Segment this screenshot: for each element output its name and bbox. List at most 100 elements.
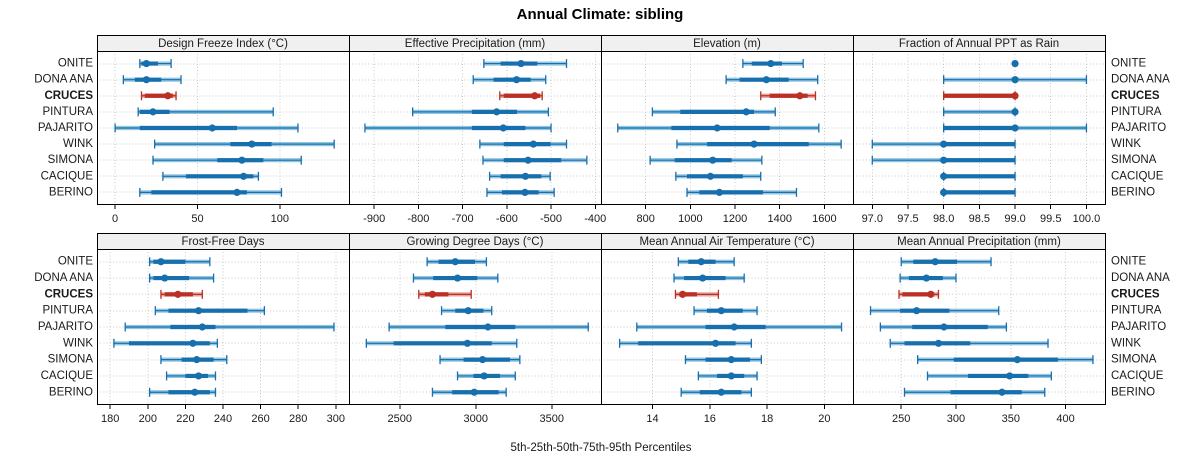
station-label-simona: SIMONA bbox=[1111, 354, 1157, 366]
panel-title: Frost-Free Days bbox=[181, 236, 264, 248]
panel-title: Growing Degree Days (°C) bbox=[407, 236, 544, 248]
station-label-dona-ana: DONA ANA bbox=[34, 74, 93, 86]
interval-simona bbox=[871, 155, 1016, 165]
interval-dona-ana bbox=[899, 273, 957, 283]
median-dot bbox=[730, 323, 738, 331]
median-dot bbox=[713, 124, 721, 132]
interval-cacique bbox=[940, 171, 1016, 181]
interval-cacique bbox=[165, 371, 217, 381]
interval-onite bbox=[483, 59, 568, 69]
median-dot bbox=[529, 140, 537, 148]
tick-label: 180 bbox=[101, 413, 119, 425]
median-dot bbox=[493, 108, 501, 116]
median-dot bbox=[1011, 124, 1019, 132]
panel-title: Mean Annual Air Temperature (°C) bbox=[639, 236, 814, 248]
interval-wink bbox=[153, 139, 335, 149]
station-label-berino: BERINO bbox=[49, 186, 93, 198]
interval-simona bbox=[649, 155, 763, 165]
interval-pajarito bbox=[364, 123, 552, 133]
median-dot bbox=[922, 274, 931, 282]
interval-pintura bbox=[412, 107, 550, 117]
median-dot bbox=[709, 156, 717, 164]
panel-fraction-of-annual-ppt-as-rain: Fraction of Annual PPT as Rain 97.0 97.5 98… bbox=[853, 35, 1170, 225]
station-label-cruces: CRUCES bbox=[1111, 288, 1160, 300]
interval-pintura bbox=[869, 306, 1000, 316]
median-dot bbox=[727, 372, 735, 380]
tick-label: 1400 bbox=[767, 213, 791, 225]
interval-cruces bbox=[674, 289, 720, 299]
station-label-pajarito: PAJARITO bbox=[38, 321, 93, 333]
interval-berino bbox=[431, 387, 507, 397]
station-label-simona: SIMONA bbox=[48, 154, 94, 166]
median-dot bbox=[478, 356, 487, 364]
interval-wink bbox=[365, 338, 518, 348]
interval-berino bbox=[149, 387, 217, 397]
interval-pajarito bbox=[388, 322, 589, 332]
station-label-pajarito: PAJARITO bbox=[1111, 321, 1166, 333]
interval-pintura bbox=[693, 306, 758, 316]
median-dot bbox=[198, 323, 206, 331]
tick-label: 300 bbox=[947, 413, 965, 425]
median-dot bbox=[194, 307, 203, 315]
median-dot bbox=[464, 307, 472, 315]
interval-cacique bbox=[456, 371, 516, 381]
station-label-pintura: PINTURA bbox=[1111, 305, 1162, 317]
tick-label: 280 bbox=[289, 413, 307, 425]
median-dot bbox=[142, 76, 151, 84]
interval-wink bbox=[479, 139, 568, 149]
interval-onite bbox=[426, 257, 488, 267]
tick-label: -900 bbox=[363, 213, 385, 225]
interval-berino bbox=[486, 187, 555, 197]
interval-cacique bbox=[162, 171, 260, 181]
interval-pajarito bbox=[943, 123, 1088, 133]
median-dot bbox=[1011, 59, 1019, 68]
interval-onite bbox=[139, 59, 172, 69]
interval-dona-ana bbox=[412, 273, 499, 283]
panel-elevation-m: Elevation (m) 800 1000 1200 1400 1600 bbox=[601, 35, 854, 225]
median-dot bbox=[699, 274, 707, 282]
interval-simona bbox=[439, 355, 521, 365]
interval-cacique bbox=[488, 171, 551, 181]
station-label-pintura: PINTURA bbox=[43, 305, 94, 317]
median-dot bbox=[1011, 92, 1019, 100]
interval-cacique bbox=[675, 171, 762, 181]
tick-label: 18 bbox=[761, 413, 773, 425]
interval-pajarito bbox=[879, 322, 1008, 332]
station-label-dona-ana: DONA ANA bbox=[1111, 272, 1170, 284]
median-dot bbox=[164, 92, 172, 100]
panel-border bbox=[853, 51, 1106, 205]
tick-label: 3000 bbox=[464, 413, 488, 425]
station-label-pintura: PINTURA bbox=[1111, 106, 1162, 118]
interval-simona bbox=[152, 155, 302, 165]
median-dot bbox=[742, 108, 750, 116]
median-dot bbox=[912, 307, 921, 315]
station-label-simona: SIMONA bbox=[48, 354, 94, 366]
interval-berino bbox=[139, 187, 283, 197]
interval-simona bbox=[160, 355, 228, 365]
median-dot bbox=[191, 388, 199, 396]
median-dot bbox=[940, 172, 948, 180]
tick-label: 250 bbox=[892, 413, 910, 425]
median-dot bbox=[706, 172, 715, 180]
tick-label: 50 bbox=[191, 213, 203, 225]
station-label-wink: WINK bbox=[63, 337, 93, 349]
panel-border bbox=[853, 249, 1106, 405]
interval-cruces bbox=[898, 289, 940, 299]
median-dot bbox=[193, 356, 201, 364]
tick-label: -500 bbox=[540, 213, 562, 225]
median-dot bbox=[796, 92, 804, 100]
median-dot bbox=[931, 258, 939, 266]
interval-cruces bbox=[499, 91, 543, 101]
tick-label: 100.0 bbox=[1073, 213, 1101, 225]
interval-pintura bbox=[137, 107, 274, 117]
median-dot bbox=[940, 140, 948, 148]
median-dot bbox=[521, 172, 530, 180]
tick-label: 98.0 bbox=[933, 213, 954, 225]
interval-pajarito bbox=[617, 123, 820, 133]
interval-cacique bbox=[697, 371, 758, 381]
median-dot bbox=[1011, 108, 1019, 116]
interval-onite bbox=[149, 257, 211, 267]
interval-cruces bbox=[943, 91, 1019, 101]
median-dot bbox=[679, 290, 687, 298]
